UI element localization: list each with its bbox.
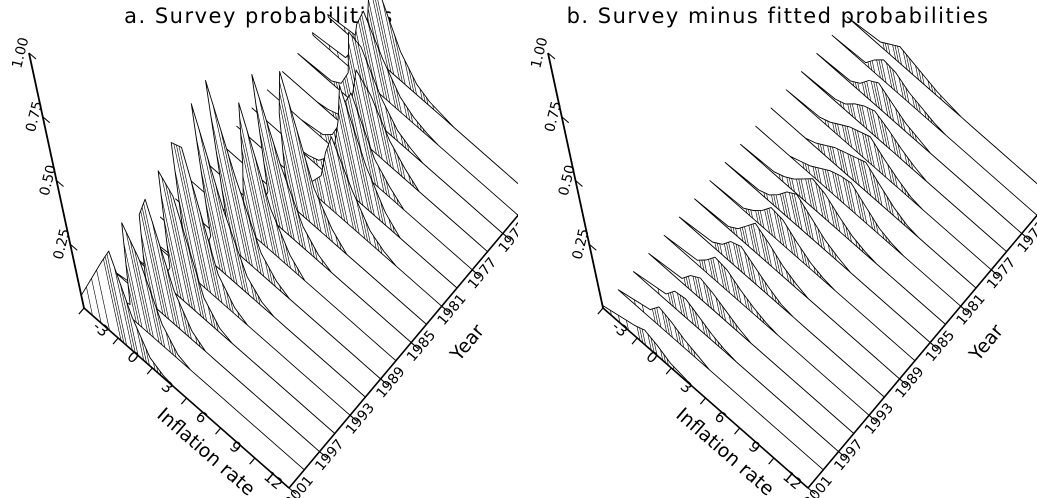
surface-slice-1969 bbox=[846, 16, 1037, 185]
y-tick-label: 1985 bbox=[923, 328, 958, 366]
surface-hatch-1973 bbox=[852, 81, 917, 142]
y-tick-label: 1989 bbox=[892, 364, 927, 402]
chart-title: b. Survey minus fitted probabilities bbox=[566, 4, 990, 28]
surface-hatch-2001 bbox=[610, 310, 675, 371]
z-tick bbox=[28, 52, 37, 60]
panel-survey-minus-fitted: b. Survey minus fitted probabilities -3 0… bbox=[519, 0, 1037, 498]
y-tick bbox=[502, 233, 511, 240]
y-tick bbox=[899, 378, 907, 386]
y-tick bbox=[288, 487, 297, 495]
x-tick bbox=[665, 367, 672, 375]
surface-hatch-1995 bbox=[683, 276, 738, 332]
z-tick bbox=[42, 116, 51, 124]
z-tick bbox=[588, 243, 597, 251]
y-tick-label: 1977 bbox=[984, 255, 1019, 293]
surface-hatch-1977 bbox=[824, 119, 909, 198]
x-tick bbox=[180, 397, 187, 405]
x-tick bbox=[597, 307, 604, 315]
z-tick-label: 1.00 bbox=[9, 36, 32, 70]
x-tick bbox=[631, 337, 638, 345]
z-tick-label: 0.75 bbox=[542, 100, 565, 134]
z-tick bbox=[547, 52, 556, 60]
y-tick bbox=[380, 378, 388, 386]
y-tick bbox=[319, 451, 327, 459]
surface-hatch-1989 bbox=[730, 223, 795, 287]
x-tick bbox=[78, 307, 85, 315]
z-tick bbox=[69, 243, 78, 251]
surface-hatch-1999 bbox=[634, 299, 696, 358]
surface-hatch-1991 bbox=[714, 242, 780, 305]
surface-hatch-1987 bbox=[745, 208, 822, 279]
x-tick bbox=[112, 337, 119, 345]
y-axis-label: Year bbox=[445, 320, 488, 366]
y-tick bbox=[838, 451, 846, 459]
y-tick bbox=[868, 414, 877, 422]
x-tick bbox=[215, 427, 222, 435]
y-tick-label: 1981 bbox=[954, 291, 989, 329]
surface-hatch-1979 bbox=[817, 143, 906, 226]
x-tick bbox=[768, 457, 775, 465]
x-tick bbox=[699, 397, 706, 405]
y-tick bbox=[807, 487, 816, 495]
y-tick-label: 1997 bbox=[312, 437, 347, 475]
y-tick bbox=[929, 342, 938, 349]
y-tick bbox=[960, 305, 969, 313]
x-tick-label: 12 bbox=[260, 467, 286, 493]
surface-hatch-1985 bbox=[763, 192, 837, 261]
x-tick bbox=[734, 427, 741, 435]
y-tick-label: 1977 bbox=[465, 255, 500, 293]
z-tick-label: 0.25 bbox=[570, 227, 593, 261]
z-tick-label: 0.50 bbox=[37, 163, 60, 197]
z-tick-label: 0.75 bbox=[23, 100, 46, 134]
y-tick-label: 1981 bbox=[435, 291, 470, 329]
y-tick-label: 1997 bbox=[831, 437, 866, 475]
surface-hatch-1997 bbox=[657, 288, 723, 350]
y-tick bbox=[990, 269, 999, 277]
y-tick bbox=[410, 342, 419, 349]
surface-hatch-1971 bbox=[867, 59, 932, 123]
z-tick bbox=[575, 180, 583, 187]
x-tick bbox=[146, 367, 153, 375]
surface-hatch-2001 bbox=[86, 253, 162, 376]
y-tick bbox=[349, 414, 358, 422]
chart-title: a. Survey probabilities bbox=[124, 4, 394, 28]
x-tick bbox=[249, 457, 256, 465]
surface-hatch-1993 bbox=[699, 257, 764, 323]
x-tick-label: 12 bbox=[779, 467, 805, 493]
y-tick-label: 1985 bbox=[404, 328, 439, 366]
y-tick-label: 1993 bbox=[343, 400, 378, 438]
z-tick-label: 1.00 bbox=[528, 36, 551, 70]
y-tick bbox=[471, 269, 480, 277]
y-tick-label: 1993 bbox=[862, 400, 897, 438]
y-axis-line bbox=[288, 214, 518, 489]
y-axis-label: Year bbox=[964, 320, 1007, 366]
z-tick bbox=[56, 180, 64, 187]
y-axis-line bbox=[807, 214, 1037, 489]
y-tick bbox=[1021, 233, 1030, 240]
z-tick-label: 0.25 bbox=[51, 227, 74, 261]
panel-survey-probabilities: a. Survey probabilities -3 0 3 6 9 12 Inflatio… bbox=[0, 0, 518, 498]
surface-hatch-1969 bbox=[882, 42, 942, 100]
z-tick bbox=[561, 116, 570, 124]
y-tick-label: 1989 bbox=[373, 364, 408, 402]
z-tick-label: 0.50 bbox=[556, 163, 579, 197]
surface-hatch-1983 bbox=[778, 174, 864, 252]
surface-hatch-1981 bbox=[802, 162, 890, 244]
y-tick bbox=[441, 305, 450, 313]
surface-hatch-1975 bbox=[840, 101, 913, 170]
